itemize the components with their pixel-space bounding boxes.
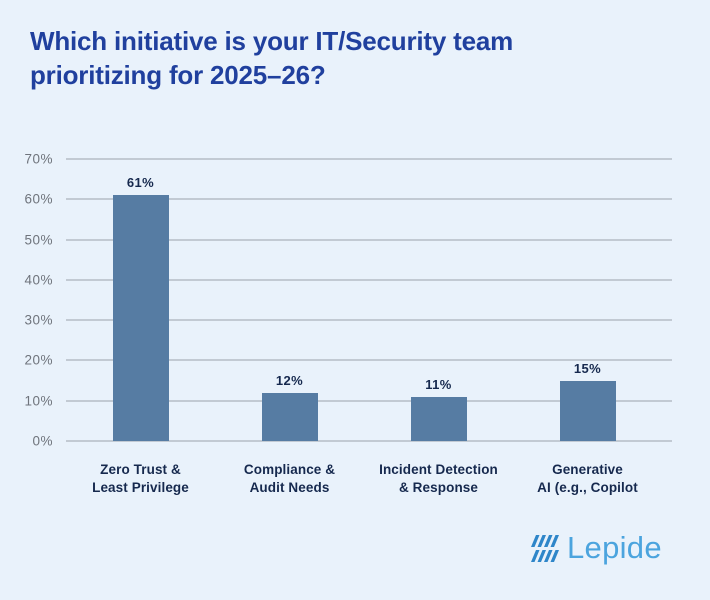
bar <box>112 195 169 441</box>
bar-column: 15% <box>513 159 662 441</box>
bar-value-label: 61% <box>126 175 155 191</box>
y-tick-label: 30% <box>24 312 53 328</box>
bar-column: 11% <box>364 159 513 441</box>
x-category-label: Incident Detection & Response <box>364 461 513 497</box>
gridline <box>66 400 672 402</box>
x-category-label: Zero Trust & Least Privilege <box>66 461 215 497</box>
x-category-label: Generative AI (e.g., Copilot <box>513 461 662 497</box>
lepide-stripes-icon <box>531 534 559 562</box>
x-category-label-line: & Response <box>398 480 479 495</box>
gridline <box>66 359 672 361</box>
x-category-label-line: Audit Needs <box>249 480 330 495</box>
y-tick-label: 50% <box>24 232 53 248</box>
x-axis-labels: Zero Trust & Least Privilege Compliance & A… <box>66 461 662 497</box>
y-tick-label: 60% <box>24 191 53 207</box>
bars-container: 61% 12% 11% 15% <box>66 159 662 441</box>
gridline <box>66 279 672 281</box>
gridline <box>66 440 672 442</box>
gridline <box>66 198 672 200</box>
bar <box>261 392 318 441</box>
y-tick-label: 0% <box>32 433 53 449</box>
x-category-label-line: Compliance & <box>243 462 336 477</box>
y-tick-label: 70% <box>24 151 53 167</box>
bar-column: 61% <box>66 159 215 441</box>
gridline <box>66 239 672 241</box>
bar-value-label: 11% <box>425 376 452 392</box>
x-category-label-line: AI (e.g., Copilot <box>537 480 638 495</box>
x-category-label-line: Generative <box>552 462 623 477</box>
y-tick-label: 10% <box>24 393 53 409</box>
bar <box>559 380 616 441</box>
bar-column: 12% <box>215 159 364 441</box>
y-tick-label: 20% <box>24 352 53 368</box>
bar <box>410 396 467 441</box>
x-category-label-line: Least Privilege <box>92 480 189 495</box>
chart-title: Which initiative is your IT/Security tea… <box>30 26 514 90</box>
x-category-label: Compliance & Audit Needs <box>215 461 364 497</box>
x-category-label-line: Zero Trust & <box>100 462 181 477</box>
bar-value-label: 12% <box>275 372 304 388</box>
x-category-label-line: Incident Detection <box>379 462 498 477</box>
gridline <box>66 158 672 160</box>
lepide-wordmark: Lepide <box>567 530 662 565</box>
bar-value-label: 15% <box>573 360 602 376</box>
plot-area: 0% 10% 20% 30% 40% 50% 60% 70% 61% 12% 11% 15% <box>24 152 672 449</box>
lepide-logo: Lepide <box>531 530 662 566</box>
y-tick-label: 40% <box>24 272 53 288</box>
gridline <box>66 319 672 321</box>
